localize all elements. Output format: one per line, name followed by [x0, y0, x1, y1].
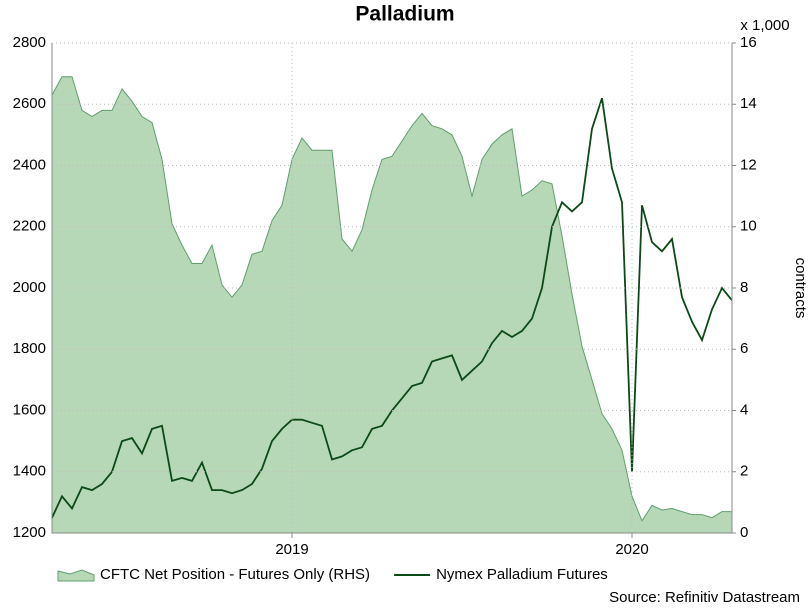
- y2-tick-label: 2: [740, 463, 748, 480]
- y2-tick-label: 8: [740, 279, 748, 296]
- x-tick-label: 2020: [615, 541, 648, 558]
- y-tick-label: 2600: [13, 95, 46, 112]
- y2-tick-label: 4: [740, 401, 748, 418]
- x-tick-label: 2019: [275, 541, 308, 558]
- y-tick-label: 2800: [13, 34, 46, 51]
- y2-tick-label: 14: [740, 95, 757, 112]
- y2-tick-label: 10: [740, 218, 757, 235]
- y2-tick-label: 6: [740, 340, 748, 357]
- y-tick-label: 2000: [13, 279, 46, 296]
- y2-axis-label: contracts: [792, 258, 809, 319]
- chart-title: Palladium: [355, 3, 454, 26]
- y-tick-label: 1400: [13, 463, 46, 480]
- legend-label: CFTC Net Position - Futures Only (RHS): [100, 566, 370, 583]
- y2-tick-label: 12: [740, 156, 757, 173]
- y-tick-label: 1800: [13, 340, 46, 357]
- y-tick-label: 1200: [13, 524, 46, 541]
- y2-unit: x 1,000: [740, 17, 789, 34]
- y-tick-label: 2400: [13, 156, 46, 173]
- legend-label: Nymex Palladium Futures: [436, 566, 608, 583]
- y2-tick-label: 0: [740, 524, 748, 541]
- y2-tick-label: 16: [740, 34, 757, 51]
- area: [51, 76, 733, 534]
- legend-swatch: [57, 569, 95, 582]
- y-tick-label: 1600: [13, 401, 46, 418]
- source: Source: Refinitiv Datastream: [609, 589, 800, 606]
- y-tick-label: 2200: [13, 218, 46, 235]
